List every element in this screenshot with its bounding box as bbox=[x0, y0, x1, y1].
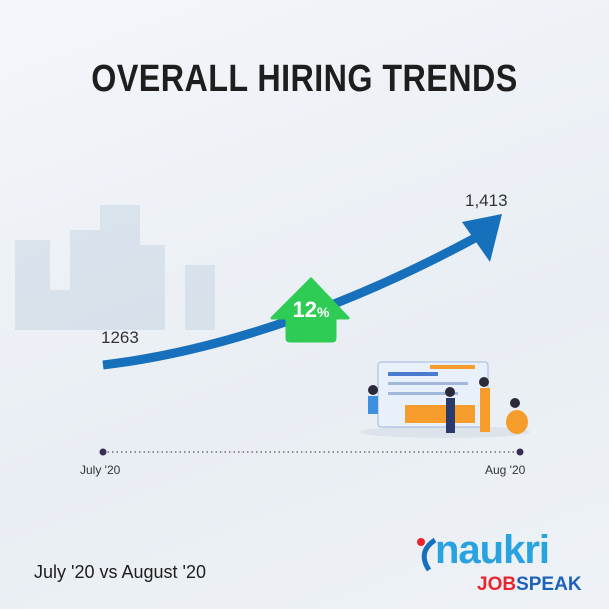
logo-brand: naukri bbox=[435, 528, 550, 572]
value-label-aug: 1,413 bbox=[465, 191, 508, 210]
change-badge-label: 12% bbox=[289, 297, 333, 323]
x-tick-july: July '20 bbox=[80, 463, 121, 477]
footer-caption: July '20 vs August '20 bbox=[34, 562, 206, 582]
x-axis-point-aug bbox=[516, 448, 524, 456]
x-axis-point-july bbox=[99, 448, 107, 456]
change-value: 12 bbox=[292, 297, 318, 322]
logo-swoosh-icon bbox=[417, 537, 437, 572]
value-label-july: 1263 bbox=[101, 328, 139, 347]
change-badge-arrow bbox=[270, 277, 350, 343]
office-people-illustration bbox=[360, 361, 530, 438]
change-unit: % bbox=[317, 304, 330, 320]
page-title: OVERALL HIRING TRENDS bbox=[91, 58, 518, 100]
city-skyline-illustration bbox=[15, 205, 215, 330]
x-tick-aug: Aug '20 bbox=[485, 463, 526, 477]
logo-sub: JOBSPEAK bbox=[477, 574, 582, 595]
trend-arrowhead bbox=[462, 214, 502, 262]
